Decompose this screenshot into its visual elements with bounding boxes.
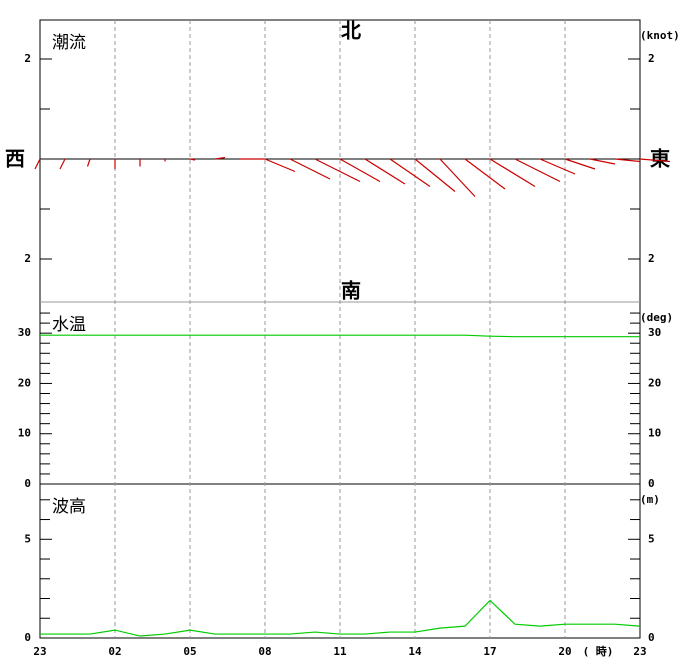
current-vector [564, 158, 596, 170]
y-tick-label: 30 [18, 326, 31, 339]
x-tick-label: 20 [558, 645, 571, 658]
y-tick-label: 5 [648, 532, 655, 545]
x-tick-label: 11 [333, 645, 347, 658]
data-line [40, 599, 641, 637]
x-tick-label: 23 [633, 645, 646, 658]
y-tick-label: 2 [648, 52, 655, 65]
current-vector [439, 158, 476, 197]
current-vector [189, 158, 196, 161]
current-vector [59, 158, 66, 170]
y-tick-label: 2 [648, 252, 655, 265]
x-tick-label: 02 [108, 645, 121, 658]
current-vector [339, 158, 381, 183]
panel-title: 波高 [52, 497, 86, 517]
y-tick-label: 20 [18, 376, 31, 389]
west-label: 西 [5, 147, 25, 171]
current-vector [414, 158, 456, 192]
x-tick-label: 08 [258, 645, 271, 658]
x-tick-label: 05 [183, 645, 196, 658]
south-label: 南 [341, 279, 361, 303]
y-tick-label: 0 [24, 631, 31, 644]
y-tick-label: 20 [648, 376, 661, 389]
current-vector [314, 158, 361, 183]
data-line [40, 334, 640, 338]
y-tick-label: 0 [648, 477, 655, 490]
current-vector [614, 158, 641, 163]
y-tick-label: 2 [24, 252, 31, 265]
current-vector [489, 158, 536, 188]
current-vector [464, 158, 506, 190]
y-tick-label: 2 [24, 52, 31, 65]
current-vector [264, 158, 296, 173]
current-vector [589, 158, 616, 165]
y-tick-label: 30 [648, 326, 661, 339]
unit-label: (m) [640, 493, 660, 506]
y-tick-label: 0 [24, 477, 31, 490]
x-tick-label: 23 [33, 645, 46, 658]
y-tick-label: 5 [24, 532, 31, 545]
current-vector [289, 158, 331, 180]
x-tick-label: 14 [408, 645, 422, 658]
current-vector [639, 158, 671, 163]
x-tick-label: 17 [483, 645, 496, 658]
unit-label: (knot) [640, 29, 680, 42]
y-tick-label: 10 [18, 427, 31, 440]
current-vector [214, 156, 226, 160]
current-vector [514, 158, 561, 183]
current-vector [86, 158, 91, 167]
panel-title: 潮流 [52, 33, 86, 53]
panel-title: 水温 [52, 315, 86, 335]
north-label: 北 [341, 19, 361, 43]
current-vector [389, 158, 431, 187]
unit-label: (deg) [640, 311, 673, 324]
y-tick-label: 10 [648, 427, 661, 440]
current-vector [539, 158, 576, 175]
y-tick-label: 0 [648, 631, 655, 644]
x-unit: ( 時) [583, 644, 614, 658]
east-label: 東 [650, 147, 670, 171]
current-vector [34, 158, 41, 170]
current-vector [364, 158, 406, 185]
